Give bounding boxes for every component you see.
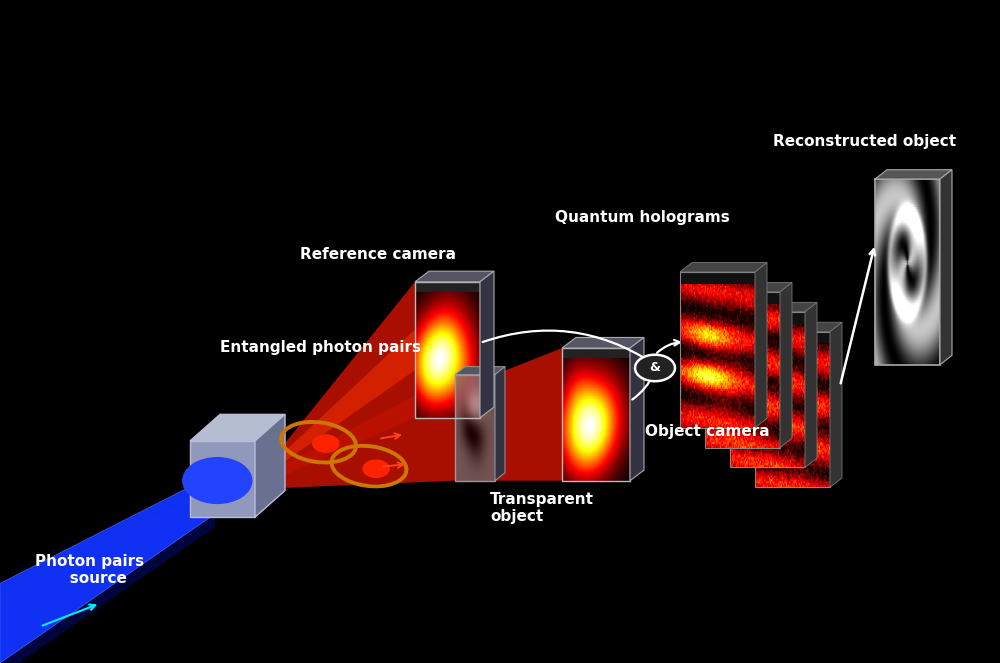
Circle shape	[183, 457, 252, 503]
Polygon shape	[830, 322, 842, 487]
Text: Object camera: Object camera	[645, 424, 770, 440]
Polygon shape	[190, 441, 255, 517]
Polygon shape	[755, 263, 767, 428]
Polygon shape	[705, 292, 780, 304]
Polygon shape	[480, 271, 494, 418]
Polygon shape	[495, 348, 562, 481]
Text: Reference camera: Reference camera	[300, 247, 456, 262]
Polygon shape	[270, 375, 455, 489]
Polygon shape	[780, 282, 792, 448]
Polygon shape	[680, 272, 755, 284]
Polygon shape	[270, 282, 415, 482]
Polygon shape	[190, 414, 285, 441]
Polygon shape	[455, 367, 505, 375]
Text: Photon pairs
   source: Photon pairs source	[35, 554, 145, 586]
Polygon shape	[755, 322, 842, 332]
Polygon shape	[730, 302, 817, 312]
Polygon shape	[680, 263, 767, 272]
Polygon shape	[730, 312, 805, 324]
Polygon shape	[270, 330, 415, 472]
Polygon shape	[940, 170, 952, 365]
Polygon shape	[755, 332, 830, 343]
Polygon shape	[705, 282, 792, 292]
Circle shape	[313, 435, 339, 452]
Polygon shape	[875, 170, 952, 179]
Polygon shape	[495, 367, 505, 481]
Polygon shape	[455, 375, 495, 481]
Circle shape	[635, 355, 675, 381]
Polygon shape	[0, 474, 215, 663]
Text: &: &	[650, 361, 660, 375]
Text: Quantum holograms: Quantum holograms	[555, 210, 730, 225]
Polygon shape	[255, 414, 285, 517]
Polygon shape	[0, 487, 215, 663]
Circle shape	[363, 460, 389, 477]
Polygon shape	[415, 282, 480, 292]
Text: Transparent
object: Transparent object	[490, 492, 594, 524]
Text: Entangled photon pairs: Entangled photon pairs	[220, 339, 421, 355]
Polygon shape	[805, 302, 817, 467]
Polygon shape	[562, 348, 630, 358]
Polygon shape	[562, 337, 644, 348]
Text: Reconstructed object: Reconstructed object	[773, 134, 957, 149]
Polygon shape	[415, 271, 494, 282]
Polygon shape	[630, 337, 644, 481]
